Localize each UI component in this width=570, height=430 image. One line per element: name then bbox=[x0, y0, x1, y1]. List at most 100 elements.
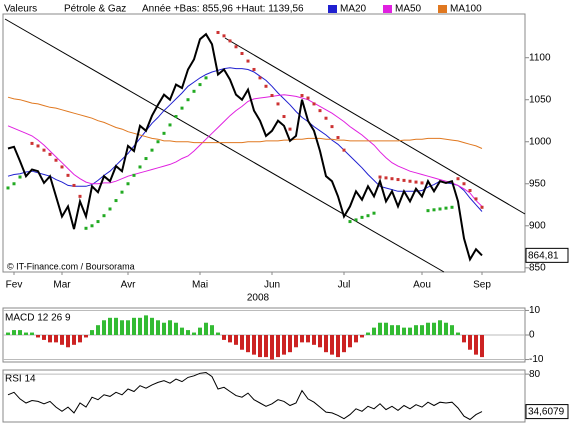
macd-bar bbox=[246, 335, 250, 353]
macd-bar bbox=[192, 332, 196, 335]
macd-bar bbox=[450, 325, 454, 335]
macd-bar bbox=[348, 335, 352, 348]
sar-dot bbox=[336, 136, 340, 140]
sar-dot bbox=[126, 182, 130, 186]
y-tick-label: 0 bbox=[529, 330, 535, 341]
macd-bar bbox=[258, 335, 262, 358]
sar-dot bbox=[138, 165, 142, 169]
sar-dot bbox=[438, 207, 442, 211]
trend-line bbox=[224, 37, 526, 215]
sar-dot bbox=[204, 76, 208, 80]
macd-bar bbox=[30, 332, 34, 335]
macd-bar bbox=[426, 322, 430, 335]
y-tick-label: 10 bbox=[529, 305, 541, 316]
macd-bar bbox=[306, 335, 310, 343]
macd-bar bbox=[432, 322, 436, 335]
sar-dot bbox=[96, 220, 100, 224]
macd-bar bbox=[336, 335, 340, 358]
macd-bar bbox=[288, 335, 292, 353]
sar-dot bbox=[246, 59, 250, 63]
macd-bar bbox=[18, 330, 22, 335]
macd-bar bbox=[252, 335, 256, 355]
last-value-label: 34,6079 bbox=[528, 407, 565, 418]
sar-dot bbox=[402, 178, 406, 182]
sar-dot bbox=[228, 39, 232, 43]
sar-dot bbox=[426, 209, 430, 213]
macd-bar bbox=[84, 335, 88, 338]
sar-dot bbox=[276, 102, 280, 106]
macd-bar bbox=[60, 335, 64, 345]
x-tick-label: Fev bbox=[6, 280, 23, 291]
macd-bar bbox=[114, 317, 118, 335]
sar-dot bbox=[474, 197, 478, 201]
sar-dot bbox=[444, 206, 448, 210]
sar-dot bbox=[12, 182, 16, 186]
macd-bar bbox=[408, 327, 412, 335]
macd-title: MACD 12 26 9 bbox=[5, 313, 71, 324]
macd-bar bbox=[468, 335, 472, 350]
macd-bar bbox=[102, 320, 106, 335]
macd-bar bbox=[378, 322, 382, 335]
macd-bar bbox=[480, 335, 484, 358]
macd-bar bbox=[312, 335, 316, 345]
y-tick-label: 1100 bbox=[529, 52, 551, 63]
last-value-label: 864,81 bbox=[528, 250, 559, 261]
sar-dot bbox=[36, 144, 40, 148]
macd-bar bbox=[390, 325, 394, 335]
sar-dot bbox=[198, 83, 202, 87]
sar-dot bbox=[72, 183, 76, 187]
sar-dot bbox=[318, 109, 322, 113]
sar-dot bbox=[234, 45, 238, 49]
macd-bar bbox=[462, 335, 466, 343]
sar-dot bbox=[60, 165, 64, 169]
sar-dot bbox=[306, 96, 310, 100]
sar-dot bbox=[372, 211, 376, 215]
y-tick-label: 900 bbox=[529, 220, 546, 231]
macd-bar bbox=[54, 335, 58, 343]
macd-bar bbox=[36, 335, 40, 338]
macd-bar bbox=[270, 335, 274, 360]
x-tick-label: Sep bbox=[473, 280, 491, 291]
sar-dot bbox=[216, 30, 220, 34]
macd-bar bbox=[78, 335, 82, 343]
legend-label: MA50 bbox=[395, 4, 422, 15]
macd-bar bbox=[264, 335, 268, 358]
sar-dot bbox=[114, 199, 118, 203]
sar-dot bbox=[480, 205, 484, 209]
sar-dot bbox=[312, 102, 316, 106]
macd-bar bbox=[150, 317, 154, 335]
trend-line bbox=[4, 18, 445, 273]
macd-bar bbox=[96, 325, 100, 335]
x-tick-label: Jun bbox=[264, 280, 280, 291]
sar-dot bbox=[414, 180, 418, 184]
legend-label: MA20 bbox=[340, 4, 367, 15]
sar-dot bbox=[390, 177, 394, 181]
sar-dot bbox=[48, 152, 52, 156]
sar-dot bbox=[66, 173, 70, 177]
price-panel bbox=[2, 13, 526, 273]
sar-dot bbox=[6, 186, 10, 190]
sar-dot bbox=[342, 148, 346, 152]
sar-dot bbox=[150, 148, 154, 152]
sar-dot bbox=[168, 123, 172, 127]
sar-dot bbox=[120, 190, 124, 194]
macd-bar bbox=[12, 330, 16, 335]
macd-bar bbox=[366, 332, 370, 335]
sar-dot bbox=[282, 115, 286, 119]
macd-bar bbox=[24, 332, 28, 335]
sar-dot bbox=[462, 182, 466, 186]
macd-bar bbox=[186, 330, 190, 335]
sar-dot bbox=[90, 224, 94, 228]
sar-dot bbox=[396, 178, 400, 182]
x-tick-label: Mai bbox=[192, 280, 208, 291]
macd-bar bbox=[318, 335, 322, 348]
y-tick-label: 1000 bbox=[529, 136, 552, 147]
chart-title: Pétrole & Gaz bbox=[64, 4, 126, 15]
sar-dot bbox=[156, 140, 160, 144]
macd-bar bbox=[216, 332, 220, 335]
sar-dot bbox=[450, 205, 454, 209]
macd-bar bbox=[438, 320, 442, 335]
sar-dot bbox=[348, 220, 352, 224]
macd-bar bbox=[180, 327, 184, 335]
